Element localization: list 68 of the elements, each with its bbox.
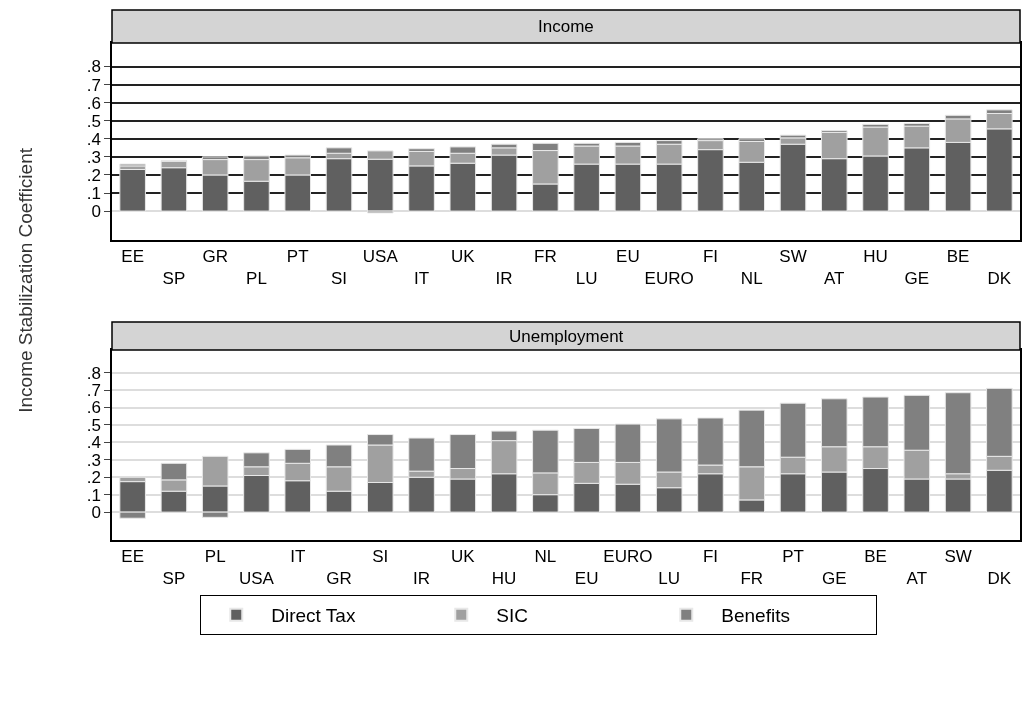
y-tick-label: .1 [86,183,101,203]
x-tick-label: IT [290,547,306,567]
x-tick-label: EU [616,247,640,267]
x-tick-label: FR [534,247,557,267]
y-tick-label: .3 [86,147,101,167]
x-tick-label: NL [534,547,557,567]
x-tick-label: BE [864,547,887,567]
y-tick-label: .5 [86,111,101,131]
x-tick-label: EU [574,569,599,589]
x-tick-label: PT [286,247,309,267]
x-tick-label: FI [702,247,718,267]
x-tick-label: EURO [644,269,694,289]
x-tick-label: UK [451,547,476,567]
x-tick-label: IR [495,269,513,289]
x-tick-label: AT [906,569,928,589]
y-tick-label: .2 [86,165,101,185]
x-tick-label: SI [330,269,348,289]
x-tick-label: LU [575,269,598,289]
x-tick-label: NL [740,269,763,289]
x-tick-label: DK [987,269,1012,289]
y-axis-title: Income Stabilization Coefficient [14,147,36,413]
y-tick-label: .3 [86,450,101,470]
x-tick-label: SW [779,247,807,267]
x-tick-label: FR [740,569,764,589]
x-tick-label: BE [946,247,970,267]
y-tick-label: .5 [86,415,101,435]
x-tick-label: SP [162,569,186,589]
x-tick-label: HU [863,247,888,267]
x-tick-label: PT [782,547,804,567]
x-tick-label: DK [987,569,1012,589]
x-tick-label: HU [491,569,517,589]
x-tick-label: USA [238,569,275,589]
y-tick-label: .8 [86,57,101,77]
legend-label: Benefits [721,605,790,627]
x-tick-label: SW [944,547,972,567]
y-tick-label: .4 [86,129,101,149]
x-tick-label: GR [202,247,228,267]
x-tick-label: GR [326,569,352,589]
chart-title: Income [538,17,594,36]
legend-label: Direct Tax [271,605,356,627]
y-tick-label: .7 [86,75,101,95]
x-tick-label: EE [121,247,144,267]
y-tick-label: .4 [86,433,101,453]
x-tick-label: PL [204,547,226,567]
x-tick-label: AT [824,269,845,289]
y-tick-label: .7 [86,381,101,401]
chart-title: Unemployment [509,327,624,346]
x-tick-label: FI [702,547,718,567]
x-tick-label: UK [451,247,476,267]
x-tick-label: EURO [603,547,653,567]
y-tick-label: .6 [86,398,101,418]
x-tick-label: SI [372,547,389,567]
y-tick-label: .1 [86,485,101,505]
x-tick-label: USA [362,247,399,267]
x-tick-label: SP [162,269,186,289]
y-tick-label: .8 [86,363,101,383]
y-tick-label: 0 [91,503,101,523]
x-tick-label: GE [821,569,847,589]
x-tick-label: IR [413,569,431,589]
y-tick-label: 0 [91,202,101,222]
y-tick-label: .2 [86,468,101,488]
x-tick-label: IT [414,269,430,289]
legend-label: SIC [496,605,528,627]
x-tick-label: LU [658,569,681,589]
x-tick-label: PL [246,269,267,289]
x-tick-label: GE [904,269,930,289]
x-tick-label: EE [121,547,144,567]
y-tick-label: .6 [86,93,101,113]
